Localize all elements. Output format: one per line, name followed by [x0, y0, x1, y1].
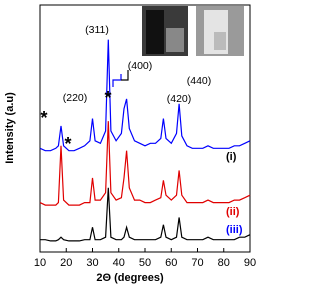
- x-tick-label: 30: [86, 257, 98, 269]
- annotation: (220): [63, 92, 88, 104]
- x-tick-label: 10: [34, 257, 46, 269]
- annotation: *: [64, 134, 71, 154]
- x-tick-label: 50: [139, 257, 151, 269]
- annotation: *: [40, 108, 47, 128]
- series-label: (iii): [226, 224, 243, 236]
- y-axis-title: Intensity (a.u): [4, 92, 16, 164]
- annotation: (420): [167, 93, 192, 105]
- bracket: [112, 74, 122, 87]
- series-line: [39, 39, 251, 152]
- x-tick-label: 20: [60, 257, 72, 269]
- series-label: (ii): [226, 206, 240, 218]
- x-axis-title: 2Θ (degrees): [96, 272, 164, 284]
- bracket: [121, 70, 129, 81]
- inset-photos: [142, 6, 244, 56]
- x-tick-label: 60: [165, 257, 177, 269]
- chart: 2Θ (degrees) Intensity (a.u) 10 20 30 40 50 6…: [4, 4, 256, 284]
- x-tick-label: 70: [191, 257, 203, 269]
- annotation: *: [104, 88, 111, 108]
- annotation: (440): [187, 75, 212, 87]
- x-tick-label: 80: [218, 257, 230, 269]
- series-label: (i): [226, 151, 237, 163]
- series-line: [40, 187, 251, 242]
- x-tick-label: 90: [244, 257, 256, 269]
- annotation: (400): [128, 60, 153, 72]
- annotation: (311): [85, 24, 109, 36]
- x-tick-label: 40: [113, 257, 125, 269]
- series-line: [39, 121, 251, 206]
